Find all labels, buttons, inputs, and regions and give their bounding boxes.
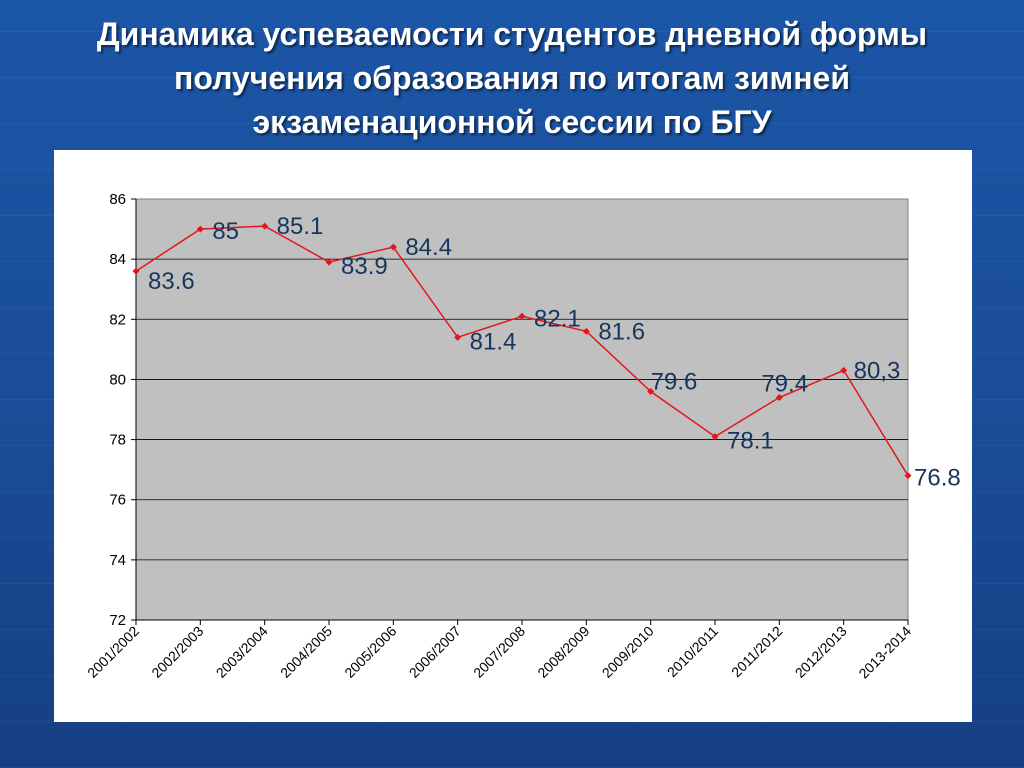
y-tick-label: 76 [109,492,126,509]
x-tick-label: 2004/2005 [277,623,335,681]
data-point [775,393,783,401]
data-label: 82.1 [534,305,581,332]
x-tick-label: 2009/2010 [599,623,657,681]
x-tick-label: 2003/2004 [213,623,271,681]
data-label: 76.8 [914,465,961,492]
data-point [454,333,462,341]
data-label: 78.1 [727,428,774,455]
x-tick-label: 2010/2011 [664,623,722,681]
data-point [261,222,269,230]
data-point [582,327,590,335]
x-tick-label: 2008/2009 [534,623,592,681]
x-tick-label: 2007/2008 [470,623,528,681]
y-tick-label: 86 [109,191,126,208]
data-label: 83.6 [148,268,195,295]
data-point [647,387,655,395]
data-point [132,267,140,275]
data-point [840,366,848,374]
data-label: 85 [212,218,239,245]
x-tick-label: 2012/2013 [792,623,850,681]
data-label: 84.4 [405,234,452,261]
plot-area [135,198,909,621]
x-tick-label: 2005/2006 [341,623,399,681]
chart-panel: 72 74 76 78 80 82 84 86 2001/2002 2002/2003 2003/… [54,150,972,722]
y-tick-label: 80 [109,371,126,388]
slide-title: Динамика успеваемости студентов дневной … [96,16,928,140]
data-label: 79.6 [651,368,698,395]
data-label: 81.4 [470,328,517,355]
data-label: 81.6 [598,318,645,345]
data-point [389,243,397,251]
y-tick-label: 84 [109,251,126,268]
line-chart: 72 74 76 78 80 82 84 86 2001/2002 2002/2003 2003/… [84,191,961,682]
y-tick-label: 72 [109,612,126,629]
data-point [904,472,912,480]
data-point [196,225,204,233]
x-tick-label: 2001/2002 [84,623,142,681]
x-tick-label: 2013-2014 [855,623,914,682]
y-tick-label: 82 [109,311,126,328]
y-tick-label: 74 [109,552,126,569]
y-tick-label: 78 [109,432,126,449]
data-point [518,312,526,320]
data-label: 83.9 [341,253,388,280]
data-label: 85.1 [277,213,324,240]
data-label: 80,3 [854,357,901,384]
x-tick-label: 2002/2003 [148,623,206,681]
x-tick-label: 2011/2012 [728,623,786,681]
x-tick-label: 2006/2007 [406,623,464,681]
data-label: 79.4 [761,370,808,397]
data-point [325,258,333,266]
data-point [711,433,719,441]
